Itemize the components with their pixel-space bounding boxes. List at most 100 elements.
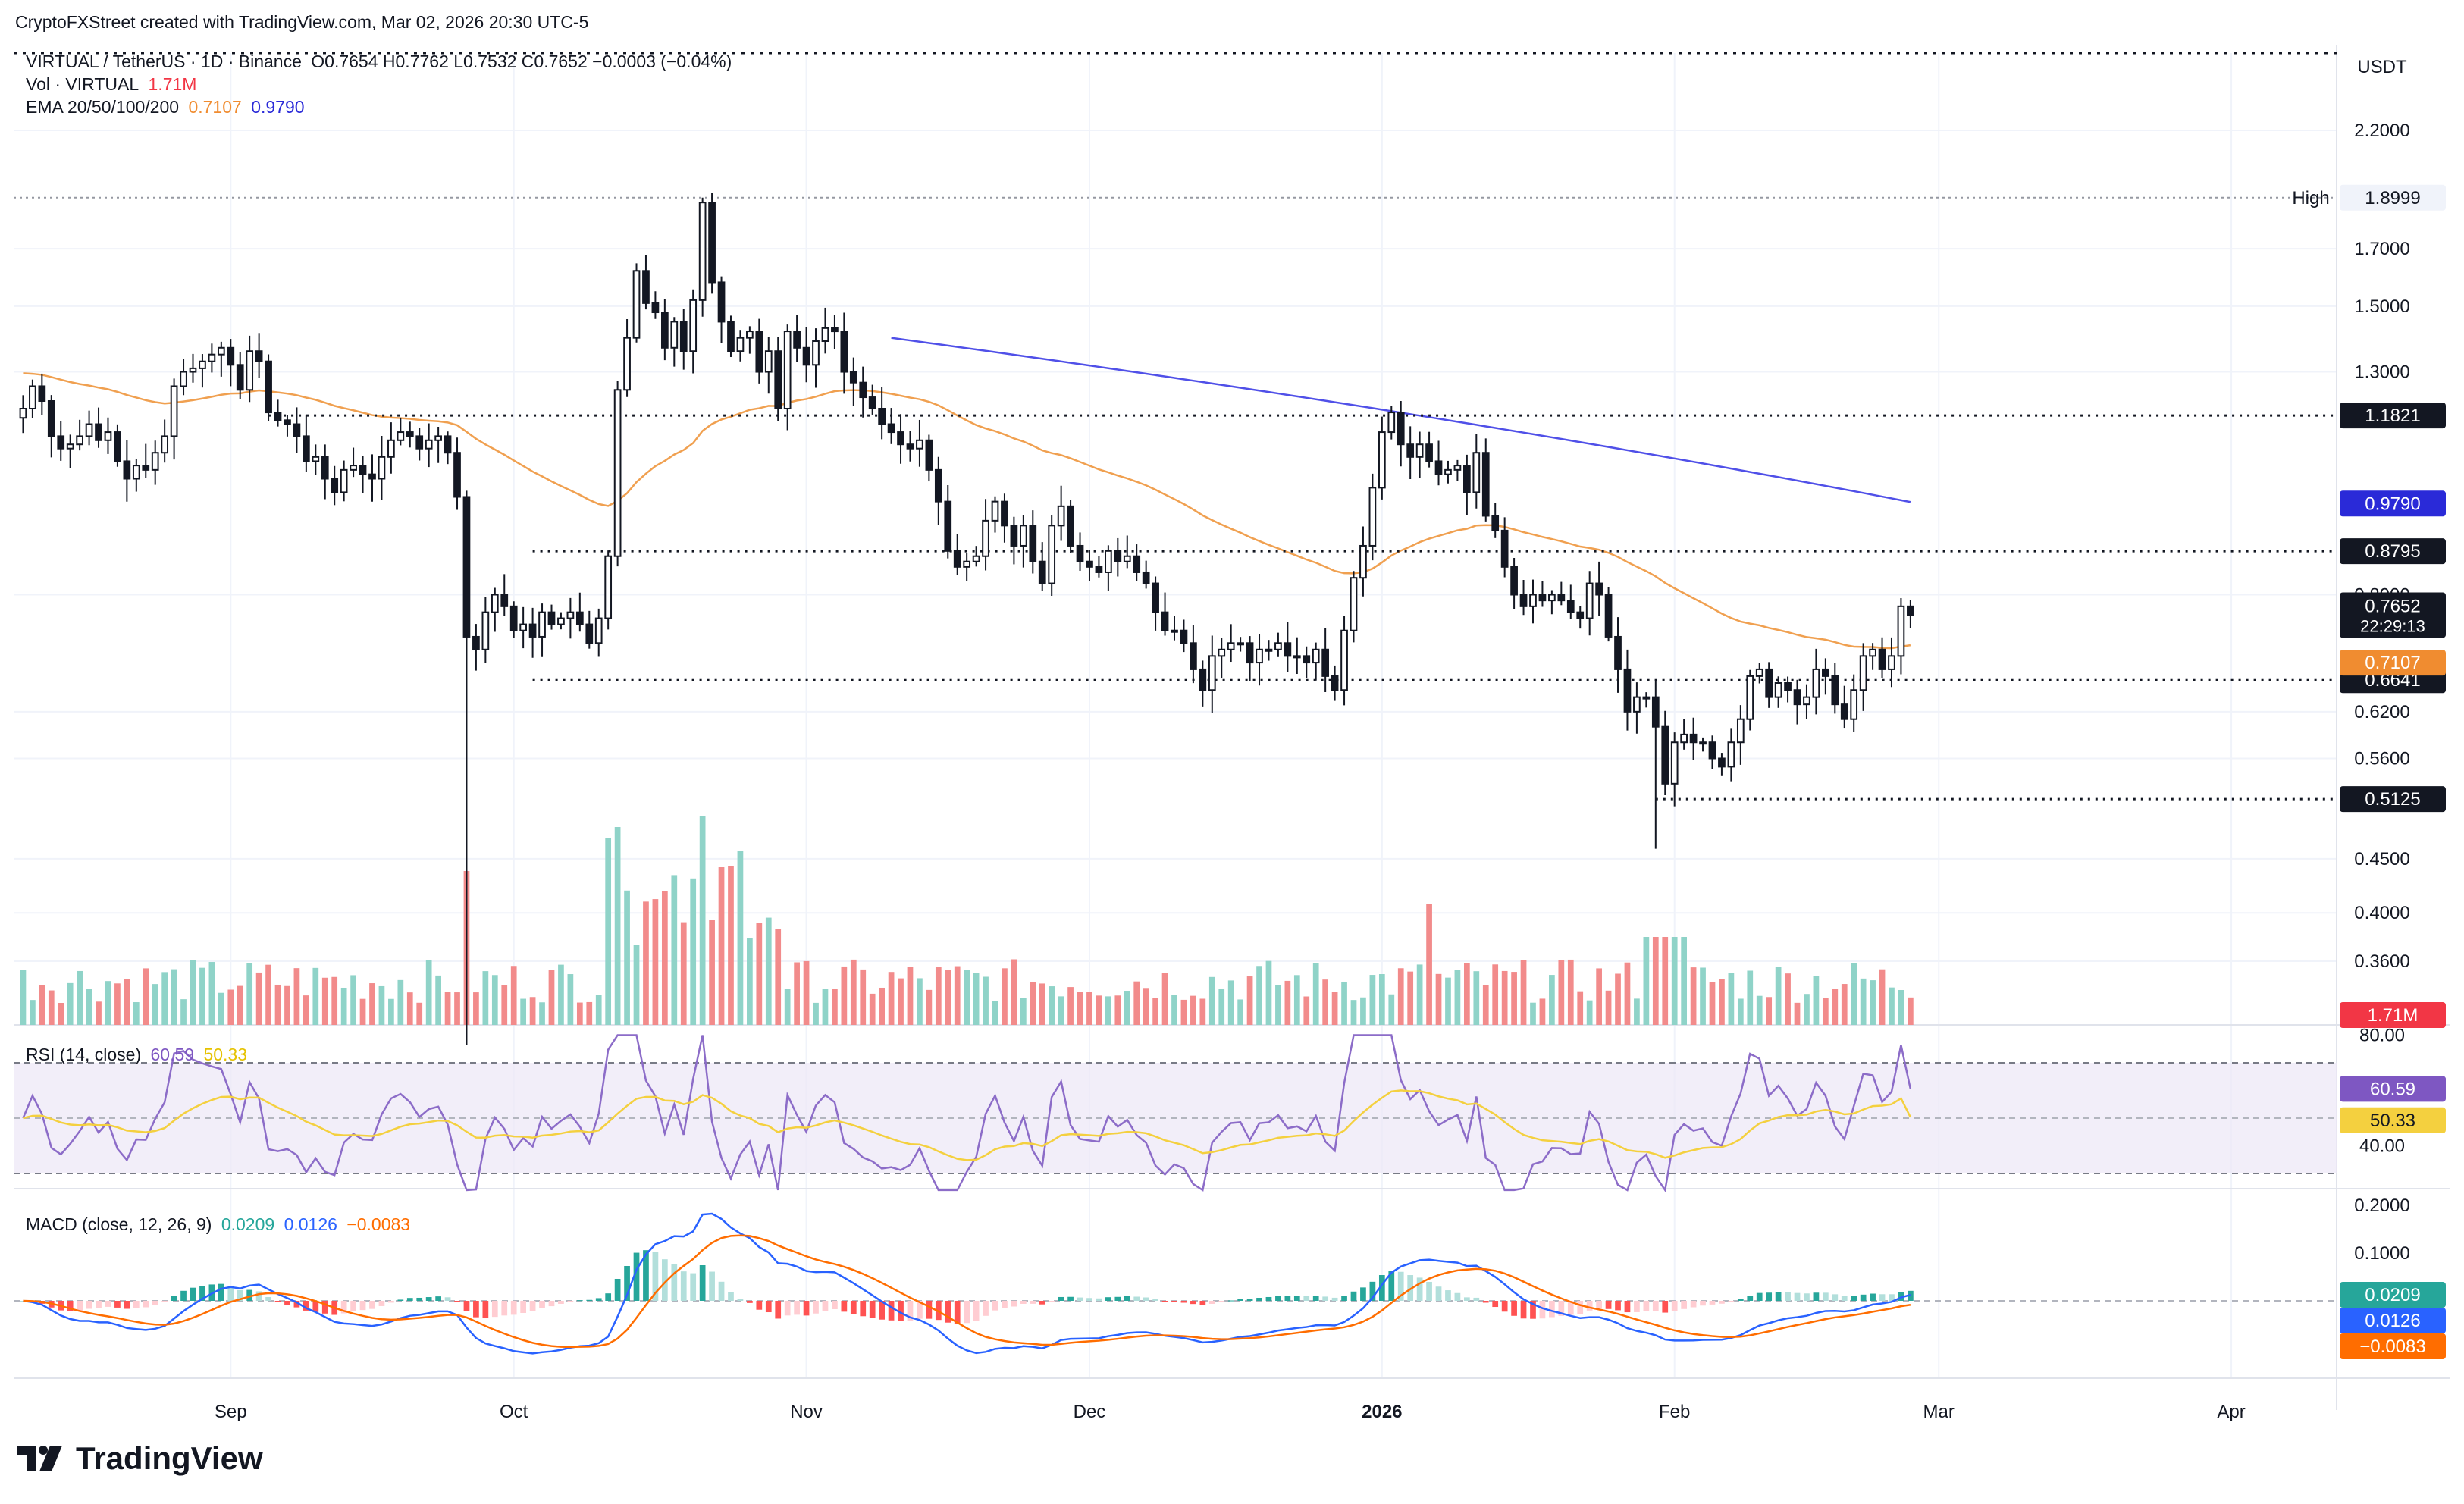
- volume-bar: [1049, 986, 1055, 1025]
- volume-bar: [1218, 988, 1225, 1025]
- candle-body: [1718, 757, 1726, 768]
- rsi-tick-label: 40.00: [2359, 1136, 2405, 1157]
- candle-body: [1057, 505, 1065, 527]
- macd-histogram-bar: [747, 1301, 753, 1303]
- chart-credit: CryptoFXStreet created with TradingView.…: [15, 12, 589, 32]
- volume-bar: [992, 1001, 998, 1025]
- macd-histogram-bar: [1605, 1301, 1612, 1309]
- candle-body: [1472, 452, 1481, 494]
- candle-body: [1510, 566, 1518, 596]
- volume-bar: [1624, 962, 1631, 1025]
- candle-body: [1312, 648, 1320, 664]
- volume-bar: [945, 970, 951, 1025]
- macd-histogram-bar: [425, 1297, 432, 1301]
- trading-chart[interactable]: USDT2.20001.70001.50001.30000.80000.6200…: [0, 0, 2464, 1425]
- candle-body: [189, 367, 197, 373]
- volume-bar: [1114, 995, 1121, 1025]
- volume-bar: [143, 968, 149, 1025]
- macd-histogram-bar: [473, 1301, 479, 1318]
- tradingview-logo-icon: [17, 1446, 62, 1471]
- candle-body: [1397, 412, 1405, 446]
- candle-body: [85, 423, 93, 437]
- volume-bar: [86, 989, 92, 1025]
- countdown-label: 22:29:13: [2360, 616, 2425, 635]
- macd-histogram-bar: [822, 1301, 829, 1311]
- candle-body: [1368, 487, 1377, 547]
- volume-bar: [510, 966, 517, 1025]
- macd-histogram-bar: [1341, 1296, 1347, 1301]
- candle-body: [1256, 648, 1263, 664]
- rsi-value-box: 60.59: [2370, 1079, 2415, 1099]
- macd-histogram-bar: [1407, 1275, 1414, 1301]
- macd-histogram-bar: [1227, 1300, 1234, 1302]
- volume-bar: [1879, 969, 1886, 1025]
- volume-bar: [218, 992, 224, 1025]
- symbol-name[interactable]: VIRTUAL / TetherUS · 1D · Binance: [26, 52, 302, 71]
- macd-histogram-bar: [190, 1287, 196, 1301]
- volume-bar: [124, 979, 130, 1025]
- macd-histogram-bar: [1709, 1301, 1716, 1305]
- ema-label[interactable]: EMA 20/50/100/200: [26, 97, 180, 117]
- rsi-label[interactable]: RSI (14, close): [26, 1045, 142, 1064]
- candle-body: [897, 431, 904, 446]
- macd-histogram-bar: [1133, 1296, 1140, 1301]
- candle-body: [972, 555, 980, 562]
- macd-histogram-bar: [539, 1301, 545, 1308]
- volume-bar: [1709, 982, 1716, 1025]
- macd-histogram-bar: [293, 1301, 300, 1308]
- volume-bar: [67, 982, 74, 1025]
- candle-body: [1350, 577, 1358, 631]
- candle-body: [585, 623, 594, 644]
- volume-bar: [1813, 976, 1820, 1025]
- volume-bar: [1058, 996, 1064, 1025]
- candle-body: [1133, 555, 1141, 573]
- volume-bar: [1369, 975, 1376, 1025]
- volume-label[interactable]: Vol · VIRTUAL: [26, 74, 140, 94]
- macd-histogram-bar: [312, 1301, 319, 1312]
- candle-body: [1614, 635, 1622, 670]
- candle-body: [982, 519, 989, 557]
- candle-body: [755, 331, 763, 373]
- macd-histogram-bar: [794, 1301, 800, 1315]
- candle-body: [1784, 682, 1792, 691]
- candle-body: [1095, 566, 1103, 573]
- time-tick-label: Dec: [1074, 1402, 1106, 1422]
- macd-histogram-bar: [1464, 1297, 1470, 1301]
- macd-histogram-bar: [624, 1265, 630, 1301]
- volume-bar: [48, 990, 55, 1025]
- macd-histogram-bar: [369, 1301, 375, 1309]
- price-tick-label: 0.3600: [2354, 951, 2409, 972]
- candle-body: [1661, 725, 1669, 785]
- candle-body: [1529, 594, 1537, 607]
- candle-body: [1086, 560, 1093, 568]
- volume-bar: [1577, 991, 1584, 1025]
- volume-bar: [652, 899, 659, 1025]
- volume-bar: [567, 974, 574, 1025]
- candle-body: [1029, 525, 1037, 562]
- macd-histogram-bar: [1171, 1301, 1177, 1302]
- tradingview-logo[interactable]: TradingView: [17, 1440, 263, 1477]
- volume-bar: [907, 967, 914, 1025]
- macd-histogram-bar: [1690, 1301, 1697, 1308]
- macd-label[interactable]: MACD (close, 12, 26, 9): [26, 1214, 212, 1234]
- volume-bar: [1002, 968, 1008, 1025]
- candle-body: [793, 331, 801, 349]
- candle-body: [462, 496, 471, 638]
- candle-body: [199, 360, 206, 369]
- volume-bar: [1067, 987, 1074, 1025]
- candle-body: [991, 500, 999, 522]
- volume-bar: [1256, 966, 1262, 1025]
- volume-bar: [1728, 973, 1735, 1025]
- candle-body: [1821, 668, 1829, 677]
- volume-bar: [954, 966, 961, 1025]
- high-marker-label: High: [2292, 188, 2329, 208]
- volume-bar: [1454, 970, 1461, 1025]
- macd-tick-label: 0.2000: [2354, 1195, 2409, 1216]
- candle-body: [415, 435, 424, 450]
- volume-bar: [190, 960, 196, 1025]
- macd-histogram-bar: [917, 1301, 923, 1319]
- volume-bar: [1331, 992, 1338, 1025]
- volume-bar: [983, 976, 989, 1025]
- volume-bar: [1077, 992, 1083, 1025]
- candle-body: [849, 371, 857, 384]
